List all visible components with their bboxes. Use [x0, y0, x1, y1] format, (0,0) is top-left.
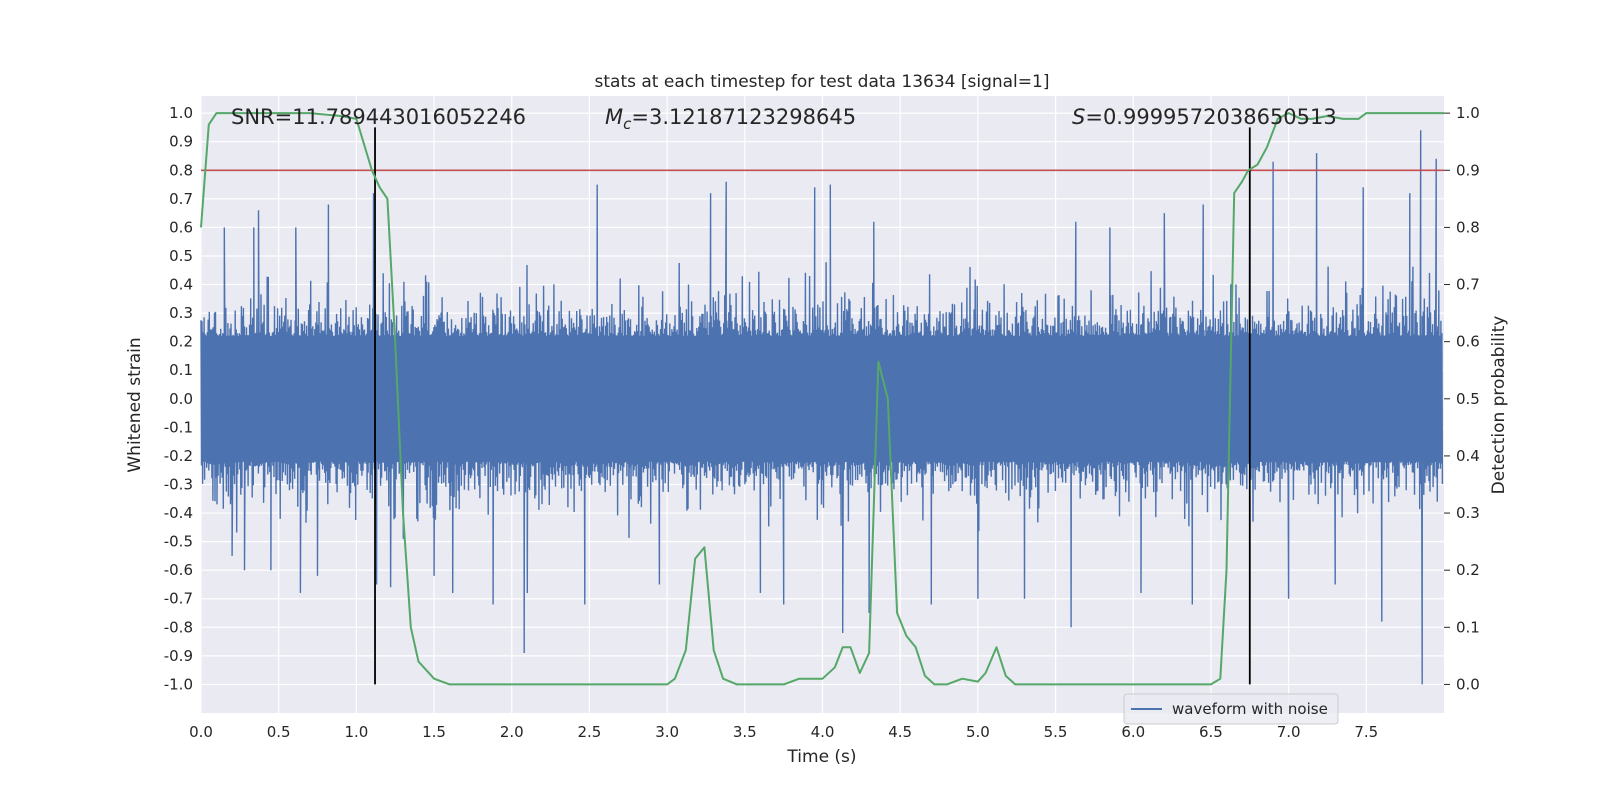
- y-axis-left: 1.0 0.9 0.8 0.7 0.6 0.5 0.4 0.3 0.2 0.1 0.0 -0.1 -0.…: [164, 104, 193, 693]
- chirp-mass-value: =3.12187123298645: [631, 105, 856, 129]
- y-axis-right: 1.0 0.9 0.8 0.7 0.6 0.5 0.4 0.3 0.2 0.1 0.0: [1444, 104, 1480, 693]
- x-axis-label: Time (s): [786, 747, 856, 767]
- y-tick-label: -0.9: [164, 647, 193, 665]
- s-annotation: S=0.9999572038650513: [1072, 105, 1337, 129]
- x-tick-label: 0.5: [267, 723, 291, 741]
- y-tick-label: 0.4: [169, 276, 193, 294]
- y-tick-label: 0.3: [169, 304, 193, 322]
- x-tick-label: 7.5: [1354, 723, 1378, 741]
- y-tick-label: -0.7: [164, 590, 193, 608]
- x-tick-label: 5.5: [1044, 723, 1068, 741]
- y-tick-label: 0.6: [169, 218, 193, 236]
- y-tick-label: -1.0: [164, 675, 193, 693]
- x-tick-label: 1.5: [422, 723, 446, 741]
- x-tick-label: 3.0: [655, 723, 679, 741]
- y-tick-label: -0.5: [164, 533, 193, 551]
- x-tick-label: 5.0: [966, 723, 990, 741]
- x-tick-label: 2.5: [578, 723, 602, 741]
- y2-tick-label: 0.9: [1456, 161, 1480, 179]
- y-tick-label: -0.8: [164, 618, 193, 636]
- y-tick-label: 0.2: [169, 333, 193, 351]
- y-tick-label: 0.5: [169, 247, 193, 265]
- x-tick-label: 6.0: [1121, 723, 1145, 741]
- y-tick-label: 0.9: [169, 133, 193, 151]
- y2-tick-label: 0.5: [1456, 390, 1480, 408]
- y-tick-label: -0.6: [164, 561, 193, 579]
- y2-tick-label: 0.2: [1456, 561, 1480, 579]
- detection-probability-line: [200, 112, 1444, 686]
- y2-tick-label: 0.6: [1456, 333, 1480, 351]
- y-tick-label: 0.1: [169, 361, 193, 379]
- y2-tick-label: 0.1: [1456, 618, 1480, 636]
- x-tick-label: 4.5: [888, 723, 912, 741]
- legend-label-waveform: waveform with noise: [1172, 700, 1328, 718]
- chirp-mass-symbol: M: [605, 105, 623, 129]
- y-tick-label: -0.2: [164, 447, 193, 465]
- x-tick-label: 1.0: [344, 723, 368, 741]
- y2-tick-label: 0.4: [1456, 447, 1480, 465]
- legend-box: [1123, 693, 1339, 725]
- y2-tick-label: 1.0: [1456, 104, 1480, 122]
- y2-axis-label: Detection probability: [1489, 316, 1509, 495]
- overlay-lines: [200, 112, 1444, 686]
- s-value: =0.9999572038650513: [1085, 105, 1336, 129]
- y2-tick-label: 0.7: [1456, 276, 1480, 294]
- waveform-with-noise-series: [200, 130, 1444, 685]
- y-tick-label: 0.7: [169, 190, 193, 208]
- y-tick-label: 1.0: [169, 104, 193, 122]
- chirp-mass-subscript: c: [623, 115, 632, 133]
- chirp-mass-annotation: Mc=3.12187123298645: [605, 105, 856, 133]
- s-symbol: S: [1072, 105, 1085, 129]
- x-tick-label: 3.5: [733, 723, 757, 741]
- y-tick-label: 0.0: [169, 390, 193, 408]
- x-tick-label: 6.5: [1199, 723, 1223, 741]
- legend: waveform with noise: [1123, 693, 1339, 725]
- x-axis: 0.0 0.5 1.0 1.5 2.0 2.5 3.0 3.5 4.0 4.5 5.0 5.5 6.0 6…: [189, 723, 1378, 741]
- x-tick-label: 0.0: [189, 723, 213, 741]
- y-axis-label: Whitened strain: [125, 337, 145, 472]
- x-tick-label: 4.0: [811, 723, 835, 741]
- y-tick-label: -0.1: [164, 418, 193, 436]
- waveform-dense-band: [201, 335, 1443, 462]
- snr-annotation: SNR=11.789443016052246: [231, 105, 526, 129]
- chart-title: stats at each timestep for test data 136…: [595, 72, 1050, 92]
- y-tick-label: -0.3: [164, 475, 193, 493]
- x-tick-label: 7.0: [1277, 723, 1301, 741]
- y-tick-label: -0.4: [164, 504, 193, 522]
- x-tick-label: 2.0: [500, 723, 524, 741]
- y-tick-label: 0.8: [169, 161, 193, 179]
- y2-tick-label: 0.3: [1456, 504, 1480, 522]
- y2-tick-label: 0.8: [1456, 218, 1480, 236]
- y2-tick-label: 0.0: [1456, 675, 1480, 693]
